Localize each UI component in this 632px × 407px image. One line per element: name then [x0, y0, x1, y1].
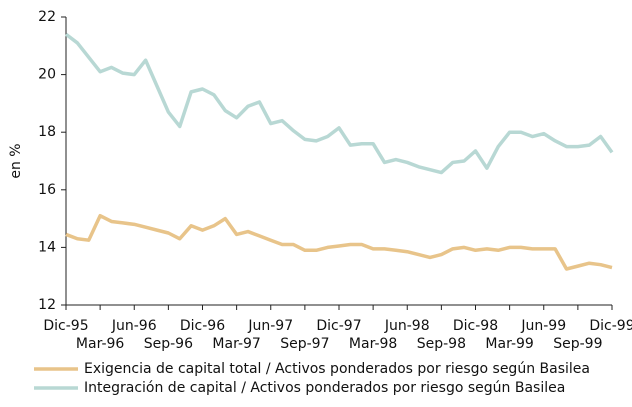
y-tick-label: 14: [38, 239, 56, 255]
x-tick-label: Mar-98: [349, 336, 397, 352]
x-tick-label: Jun-96: [111, 318, 157, 334]
y-tick-label: 16: [38, 182, 56, 198]
x-tick-label: Dic-97: [316, 318, 361, 334]
x-tick-label: Mar-97: [212, 336, 260, 352]
x-tick-label: Sep-97: [280, 336, 329, 352]
x-tick-label: Sep-98: [417, 336, 466, 352]
x-tick-label: Dic-99: [589, 318, 632, 334]
x-tick-label: Sep-99: [553, 336, 602, 352]
y-tick-label: 18: [38, 124, 56, 140]
x-tick-label: Dic-96: [180, 318, 225, 334]
x-tick-label: Jun-99: [520, 318, 566, 334]
legend-label: Integración de capital / Activos pondera…: [84, 380, 565, 396]
y-tick-label: 20: [38, 67, 56, 83]
series-line: [64, 32, 614, 175]
legend-label: Exigencia de capital total / Activos pon…: [84, 361, 590, 377]
x-tick-label: Dic-95: [43, 318, 88, 334]
x-tick-label: Mar-99: [485, 336, 533, 352]
x-tick-label: Jun-98: [384, 318, 430, 334]
y-tick-label: 12: [38, 297, 56, 313]
y-axis-label: en %: [8, 143, 24, 178]
series-line: [65, 213, 613, 271]
x-tick-label: Jun-97: [247, 318, 293, 334]
x-tick-label: Sep-96: [144, 336, 193, 352]
x-tick-label: Mar-96: [76, 336, 124, 352]
x-tick-label: Dic-98: [453, 318, 498, 334]
y-tick-label: 22: [38, 9, 56, 25]
